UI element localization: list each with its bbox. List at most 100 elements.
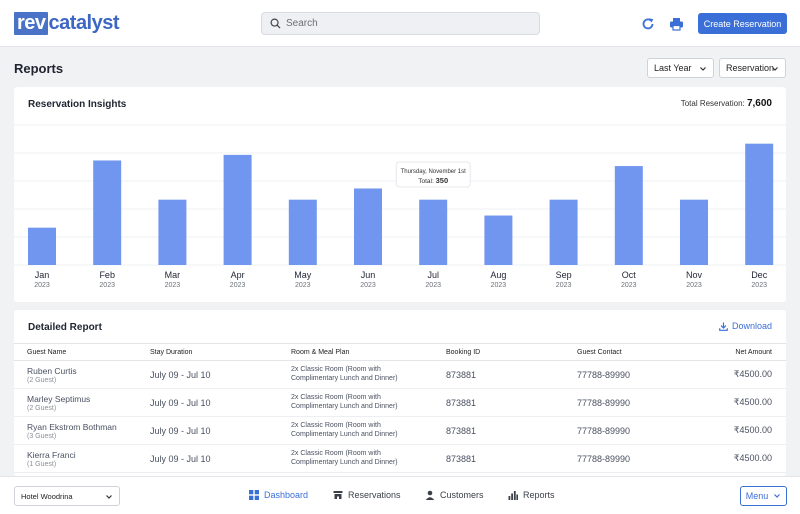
tooltip-total: Total: 350: [418, 176, 448, 185]
room-plan-line-1: 2x Classic Room (Room with: [291, 394, 381, 401]
bar-dec[interactable]: [745, 143, 774, 265]
table-row[interactable]: Ryan Ekstrom Bothman (3 Guest) July 09 - …: [14, 416, 786, 445]
booking-id: 873881: [446, 388, 577, 417]
type-select-value: Reservation: [726, 63, 775, 73]
room-plan-line-2: Complimentary Lunch and Dinner): [291, 374, 398, 382]
stay-duration: July 09 - Jul 10: [150, 388, 291, 417]
total-reservation-value: 7,600: [746, 98, 772, 109]
nav-reservations[interactable]: Reservations: [333, 490, 401, 500]
bar-nov[interactable]: [680, 199, 708, 265]
bar-jun[interactable]: [354, 188, 382, 265]
x-tick-label: Dec: [751, 270, 768, 280]
period-select[interactable]: Last Year: [647, 58, 714, 78]
table-row[interactable]: Marley Septimus (2 Guest) July 09 - Jul 1…: [14, 388, 786, 417]
menu-button[interactable]: Menu: [740, 486, 787, 506]
x-tick-sublabel: 2023: [621, 282, 637, 289]
room-plan-line-2: Complimentary Lunch and Dinner): [291, 402, 398, 410]
logo-text: catalyst: [48, 11, 120, 34]
x-tick-label: Mar: [165, 270, 181, 280]
chevron-down-icon: [700, 67, 706, 71]
guest-contact: 77788-89990: [577, 360, 697, 389]
room-plan-line-1: 2x Classic Room (Room with: [291, 422, 381, 429]
x-tick-label: Nov: [686, 270, 703, 280]
download-icon: [719, 321, 728, 331]
guest-count: (1 Guest): [27, 460, 57, 468]
hotel-select[interactable]: Hotel Woodrina: [14, 486, 120, 506]
col-guest-name: Guest Name: [14, 343, 150, 361]
x-tick-sublabel: 2023: [295, 282, 311, 289]
nav-reports-label: Reports: [523, 490, 555, 500]
page-title: Reports: [14, 61, 64, 76]
stay-duration: July 09 - Jul 10: [150, 360, 291, 389]
x-tick-sublabel: 2023: [556, 282, 572, 289]
bar-mar[interactable]: [158, 199, 187, 265]
booking-id: 873881: [446, 416, 577, 445]
total-reservation: Total Reservation: 7,600: [681, 98, 772, 109]
detailed-report-card: Detailed Report Download Guest Name Stay…: [14, 310, 786, 476]
print-icon[interactable]: [668, 15, 685, 32]
nav-dashboard[interactable]: Dashboard: [249, 490, 308, 500]
stay-duration: July 09 - Jul 10: [150, 416, 291, 445]
period-select-value: Last Year: [654, 63, 692, 73]
stay-duration: July 09 - Jul 10: [150, 444, 291, 473]
bar-chart-icon: [508, 491, 518, 500]
x-tick-label: Feb: [99, 270, 115, 280]
insights-title: Reservation Insights: [28, 99, 127, 110]
guest-count: (2 Guest): [27, 404, 57, 412]
search-bar[interactable]: [261, 12, 540, 35]
booking-id: 873881: [446, 444, 577, 473]
table-row[interactable]: Ruben Curtis (2 Guest) July 09 - Jul 10 2…: [14, 360, 786, 389]
bottom-bar: Hotel Woodrina Dashboard Reservations Cu…: [0, 476, 800, 514]
bar-may[interactable]: [288, 199, 317, 265]
search-input[interactable]: [286, 18, 526, 29]
app-header: rev catalyst Create Reservation: [0, 0, 800, 47]
person-icon: [425, 490, 435, 500]
nav-reservations-label: Reservations: [348, 490, 401, 500]
guest-contact: 77788-89990: [577, 444, 697, 473]
bar-feb[interactable]: [93, 160, 122, 265]
table-row[interactable]: Kierra Franci (1 Guest) July 09 - Jul 10 …: [14, 444, 786, 473]
net-amount: ₹4500.00: [697, 388, 786, 417]
guest-contact: 77788-89990: [577, 416, 697, 445]
bar-jan[interactable]: [28, 227, 56, 265]
guest-contact: 77788-89990: [577, 388, 697, 417]
col-guest-contact: Guest Contact: [577, 343, 697, 361]
nav-customers[interactable]: Customers: [425, 490, 484, 500]
room-plan-line-2: Complimentary Lunch and Dinner): [291, 430, 398, 438]
x-tick-sublabel: 2023: [491, 282, 507, 289]
report-title: Detailed Report: [28, 322, 102, 333]
hotel-select-value: Hotel Woodrina: [21, 491, 73, 501]
bar-aug[interactable]: [484, 215, 513, 265]
bar-sep[interactable]: [549, 199, 578, 265]
nav-dashboard-label: Dashboard: [264, 490, 309, 500]
x-tick-label: Jun: [361, 270, 376, 280]
bar-jul[interactable]: [419, 199, 448, 265]
x-tick-sublabel: 2023: [360, 282, 376, 289]
bar-apr[interactable]: [223, 154, 252, 265]
guest-name: Ruben Curtis: [27, 365, 77, 376]
col-stay-duration: Stay Duration: [150, 343, 291, 361]
x-tick-label: May: [294, 270, 312, 280]
search-icon: [270, 18, 281, 29]
bar-oct[interactable]: [614, 166, 643, 265]
refresh-icon[interactable]: [639, 15, 656, 32]
app-logo[interactable]: rev catalyst: [14, 11, 120, 35]
x-tick-sublabel: 2023: [230, 282, 246, 289]
net-amount: ₹4500.00: [697, 416, 786, 445]
menu-label: Menu: [745, 491, 769, 501]
create-reservation-button[interactable]: Create Reservation: [698, 13, 787, 34]
x-tick-sublabel: 2023: [99, 282, 115, 289]
type-select[interactable]: Reservation: [719, 58, 786, 78]
booking-id: 873881: [446, 360, 577, 389]
col-room-meal-plan: Room & Meal Plan: [291, 343, 446, 361]
download-button[interactable]: Download: [719, 321, 772, 331]
nav-customers-label: Customers: [440, 490, 484, 500]
x-tick-label: Jan: [35, 270, 50, 280]
x-tick-label: Sep: [556, 270, 572, 280]
x-tick-label: Jul: [427, 270, 439, 280]
x-tick-sublabel: 2023: [751, 282, 767, 289]
reservation-insights-card: Reservation Insights Total Reservation: …: [14, 87, 786, 302]
x-tick-label: Apr: [231, 270, 245, 280]
nav-reports[interactable]: Reports: [508, 490, 555, 500]
x-tick-label: Aug: [490, 270, 506, 280]
